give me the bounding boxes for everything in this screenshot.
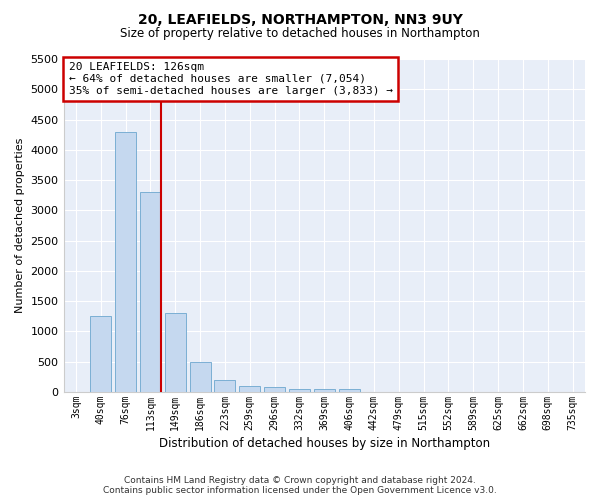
Text: 20, LEAFIELDS, NORTHAMPTON, NN3 9UY: 20, LEAFIELDS, NORTHAMPTON, NN3 9UY (137, 12, 463, 26)
Text: Size of property relative to detached houses in Northampton: Size of property relative to detached ho… (120, 28, 480, 40)
Bar (239, 386, 260, 392)
Bar (115, 132, 136, 392)
Bar (289, 389, 310, 392)
Bar (314, 389, 335, 392)
Bar (165, 314, 186, 392)
Bar (140, 192, 161, 392)
Text: 20 LEAFIELDS: 126sqm
← 64% of detached houses are smaller (7,054)
35% of semi-de: 20 LEAFIELDS: 126sqm ← 64% of detached h… (69, 62, 393, 96)
Bar (190, 362, 211, 392)
Text: Contains HM Land Registry data © Crown copyright and database right 2024.
Contai: Contains HM Land Registry data © Crown c… (103, 476, 497, 495)
Bar (338, 389, 359, 392)
X-axis label: Distribution of detached houses by size in Northampton: Distribution of detached houses by size … (159, 437, 490, 450)
Y-axis label: Number of detached properties: Number of detached properties (15, 138, 25, 313)
Bar (214, 380, 235, 392)
Bar (264, 388, 285, 392)
Bar (90, 316, 112, 392)
